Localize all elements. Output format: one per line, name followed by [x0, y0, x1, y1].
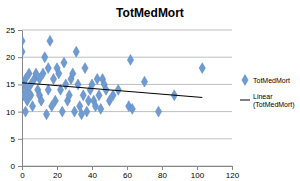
tick: 10 [6, 108, 22, 117]
point [78, 109, 84, 120]
legend: TotMedMort Linear(TotMedMort) [240, 75, 295, 109]
tick-label: 0 [11, 162, 16, 171]
point [50, 74, 56, 85]
tick-mark [18, 139, 22, 140]
tick-mark [22, 166, 23, 170]
point [61, 57, 67, 68]
trend-line [22, 83, 202, 98]
tick-label: 80 [158, 171, 167, 180]
point [127, 54, 133, 65]
tick-mark [92, 166, 93, 170]
point [82, 63, 88, 74]
point [42, 52, 48, 63]
point [45, 63, 51, 74]
tick-label: 10 [6, 108, 15, 117]
tick-label: 100 [191, 171, 205, 180]
point [75, 79, 81, 90]
point [71, 106, 77, 117]
grid-line [22, 138, 232, 139]
point [22, 106, 28, 117]
tick-mark [18, 166, 22, 167]
point [56, 68, 62, 79]
point [45, 84, 51, 95]
point [22, 46, 25, 57]
point [141, 76, 147, 87]
point [47, 35, 53, 46]
tick: 0 [20, 166, 25, 180]
x-axis: 0 20 40 60 80 100 120 [20, 166, 239, 180]
point [70, 68, 76, 79]
tick: 5 [11, 135, 22, 144]
point [66, 90, 72, 101]
tick: 20 [53, 166, 62, 180]
tick-label: 120 [226, 171, 240, 180]
point [26, 68, 32, 79]
point [155, 106, 161, 117]
tick-mark [18, 112, 22, 113]
point [43, 109, 49, 120]
plot-area [22, 35, 205, 119]
tick-label: 20 [53, 171, 62, 180]
title: TotMedMort [116, 6, 184, 20]
tick-label: 20 [6, 53, 15, 62]
legend-symbol [240, 100, 250, 101]
legend-label: Linear(TotMedMort) [253, 93, 295, 109]
point [115, 84, 121, 95]
tick-mark [232, 166, 233, 170]
point [52, 95, 58, 106]
point [59, 106, 65, 117]
chart: TotMedMort 0 5 10 15 20 25 0 20 40 60 80 100 120 TotMe… [0, 0, 300, 181]
point [92, 101, 98, 112]
legend-label: TotMedMort [253, 77, 290, 84]
point [84, 106, 90, 117]
legend-symbol [242, 75, 248, 86]
tick: 60 [123, 166, 132, 180]
tick-mark [57, 166, 58, 170]
point [110, 90, 116, 101]
point [129, 103, 135, 114]
point [22, 35, 25, 46]
grid [22, 30, 232, 166]
grid-line [22, 30, 232, 31]
tick-mark [127, 166, 128, 170]
tick: 120 [226, 166, 240, 180]
tick-label: 60 [123, 171, 132, 180]
tick-mark [162, 166, 163, 170]
tick: 25 [6, 26, 22, 35]
point [29, 101, 35, 112]
point [199, 63, 205, 74]
tick: 15 [6, 80, 22, 89]
tick-label: 40 [88, 171, 97, 180]
y-axis: 0 5 10 15 20 25 [6, 26, 22, 171]
tick-mark [197, 166, 198, 170]
point [96, 90, 102, 101]
tick: 20 [6, 53, 22, 62]
tick-mark [18, 57, 22, 58]
grid-line [22, 57, 232, 58]
point [73, 46, 79, 57]
point [38, 95, 44, 106]
point [63, 79, 69, 90]
grid-line [22, 111, 232, 112]
tick: 100 [191, 166, 205, 180]
tick: 80 [158, 166, 167, 180]
tick-label: 0 [20, 171, 25, 180]
point [80, 90, 86, 101]
tick-mark [18, 84, 22, 85]
tick-label: 25 [6, 26, 15, 35]
tick: 0 [11, 162, 22, 171]
point [28, 90, 34, 101]
tick: 40 [88, 166, 97, 180]
tick-label: 5 [11, 135, 16, 144]
point [98, 103, 104, 114]
point [40, 68, 46, 79]
tick-label: 15 [6, 80, 15, 89]
tick-mark [18, 30, 22, 31]
